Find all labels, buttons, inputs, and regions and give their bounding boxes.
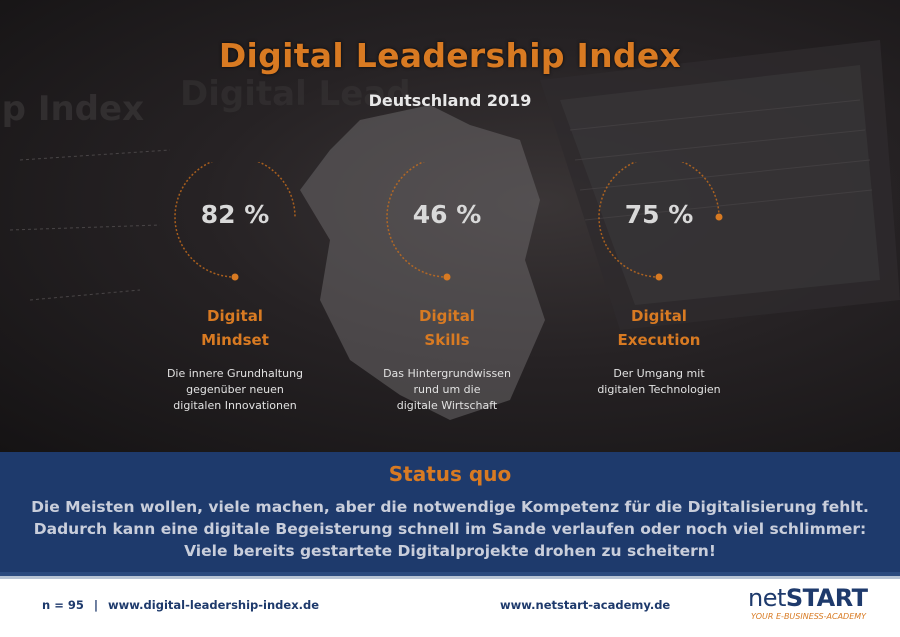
page-title: Digital Leadership Index	[218, 36, 682, 75]
metric-label-line1: Digital	[419, 307, 475, 325]
metric-value: 46 %	[412, 200, 482, 229]
metric-label: Digital Execution	[584, 304, 734, 352]
footer-separator: |	[93, 598, 99, 612]
index-url-link[interactable]: www.digital-leadership-index.de	[108, 598, 320, 612]
svg-text:Digital Lead: Digital Lead	[180, 74, 411, 114]
background-decoration: ip Index Digital Lead	[0, 40, 900, 420]
metric-digital-skills: 46 % Digital Skills Das Hintergrundwisse…	[372, 162, 552, 422]
metric-label: Digital Skills	[372, 304, 522, 352]
metric-label-line1: Digital	[631, 307, 687, 325]
academy-url-link[interactable]: www.netstart-academy.de	[500, 598, 671, 612]
metric-value: 82 %	[200, 200, 270, 229]
metric-label-line1: Digital	[207, 307, 263, 325]
metric-label-line2: Mindset	[201, 331, 269, 349]
progress-ring	[174, 162, 296, 281]
divider-stripe	[0, 572, 900, 576]
metric-description-line: Der Umgang mit	[613, 367, 705, 380]
metric-description-line: gegenüber neuen	[186, 383, 284, 396]
metric-description: Die innere Grundhaltung gegenüber neuen …	[160, 366, 310, 414]
logo-tagline: YOUR E-BUSINESS-ACADEMY	[751, 612, 867, 621]
metric-digital-execution: 75 % Digital Execution Der Umgang mit di…	[584, 162, 764, 422]
status-title: Status quo	[388, 462, 512, 486]
status-text-line: Viele bereits gestartete Digitalprojekte…	[184, 542, 716, 560]
metric-value: 75 %	[624, 200, 694, 229]
page-subtitle: Deutschland 2019	[368, 91, 532, 110]
footer-left: n = 95 | www.digital-leadership-index.de	[42, 598, 319, 612]
sample-size: n = 95	[42, 598, 84, 612]
metric-description: Das Hintergrundwissen rund um die digita…	[372, 366, 522, 414]
metric-label-line2: Skills	[424, 331, 470, 349]
status-quo-banner: Status quo Die Meisten wollen, viele mac…	[0, 452, 900, 572]
metric-description-line: Die innere Grundhaltung	[166, 367, 304, 380]
metric-description-line: Das Hintergrundwissen	[383, 367, 511, 380]
progress-ring	[598, 162, 723, 281]
hero-section: ip Index Digital Lead Digital Leadership…	[0, 0, 900, 452]
metric-description-line: digitalen Technologien	[597, 383, 721, 396]
divider-stripe	[0, 576, 900, 579]
logo-start: START	[785, 584, 868, 612]
metric-description: Der Umgang mit digitalen Technologien	[584, 366, 734, 398]
netstart-logo[interactable]: netSTART YOUR E-BUSINESS-ACADEMY	[748, 584, 868, 628]
logo-net: net	[748, 584, 786, 612]
svg-text:ip Index: ip Index	[0, 89, 144, 129]
metric-description-line: digitale Wirtschaft	[396, 399, 498, 412]
status-text-line: Dadurch kann eine digitale Begeisterung …	[33, 520, 867, 538]
logo-wordmark: netSTART	[748, 584, 868, 612]
progress-ring	[386, 162, 451, 281]
metric-description-line: rund um die	[413, 383, 481, 396]
metric-digital-mindset: 82 % Digital Mindset Die innere Grundhal…	[160, 162, 340, 422]
metric-label-line2: Execution	[617, 331, 701, 349]
status-text-line: Die Meisten wollen, viele machen, aber d…	[31, 498, 869, 516]
metric-description-line: digitalen Innovationen	[173, 399, 297, 412]
metric-label: Digital Mindset	[160, 304, 310, 352]
